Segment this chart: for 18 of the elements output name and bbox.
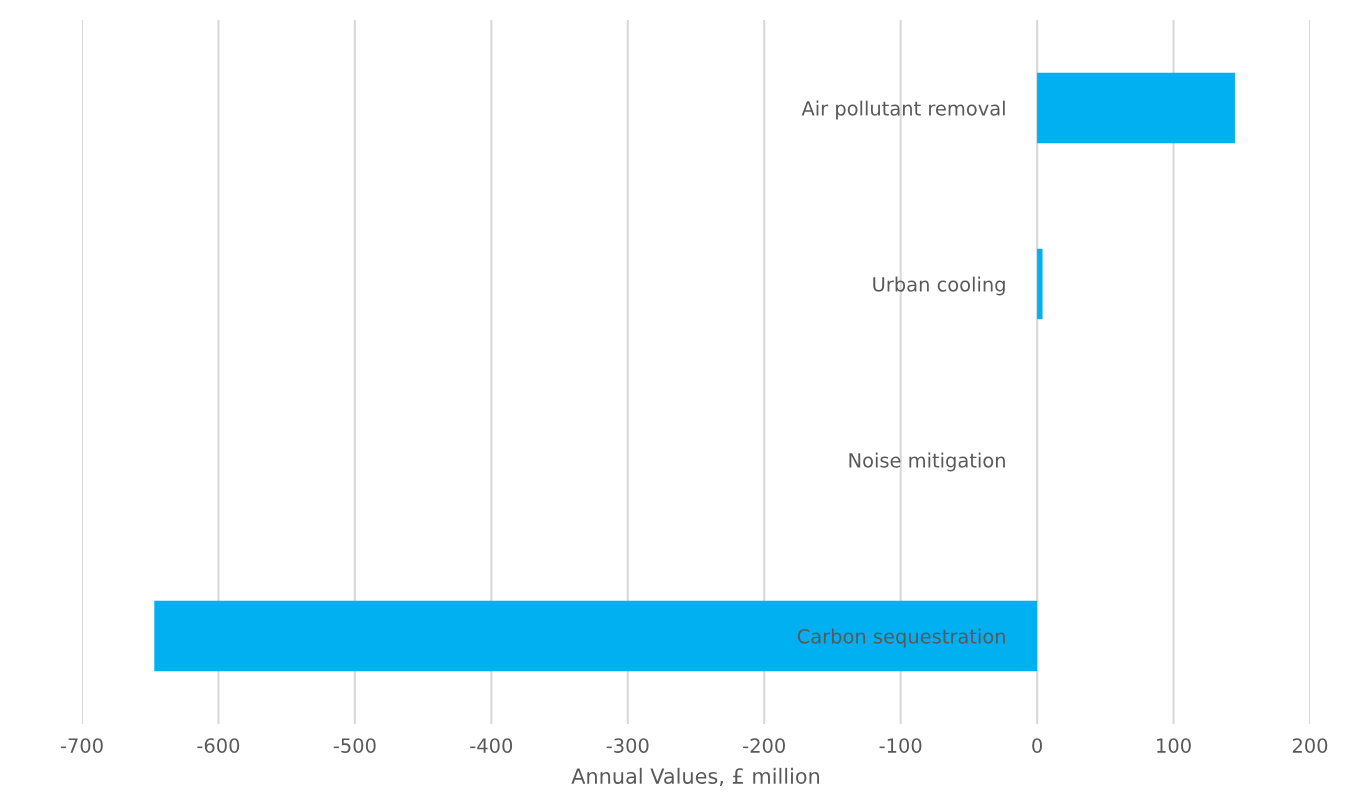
x-tick-label: -300 — [606, 738, 649, 753]
x-tick-label: 0 — [1032, 738, 1043, 753]
x-tick-label: -100 — [879, 738, 922, 753]
x-tick-label: -700 — [60, 738, 103, 753]
x-tick-label: 200 — [1292, 738, 1328, 753]
x-tick-label: 100 — [1157, 738, 1191, 753]
y-tick-label: Urban cooling — [873, 276, 1005, 296]
bar — [1037, 72, 1235, 144]
y-tick-label: Noise mitigation — [849, 452, 1005, 472]
x-tick-label: -400 — [470, 738, 513, 753]
bar — [1037, 248, 1043, 320]
y-tick-label: Air pollutant removal — [801, 100, 1005, 120]
x-tick-label: -500 — [333, 738, 376, 753]
x-tick-label: -200 — [743, 738, 785, 753]
y-tick-label: Carbon sequestration — [797, 628, 1005, 648]
bar — [154, 600, 1038, 672]
x-tick-label: -600 — [197, 738, 240, 753]
x-axis-title: Annual Values, £ million — [571, 767, 820, 787]
